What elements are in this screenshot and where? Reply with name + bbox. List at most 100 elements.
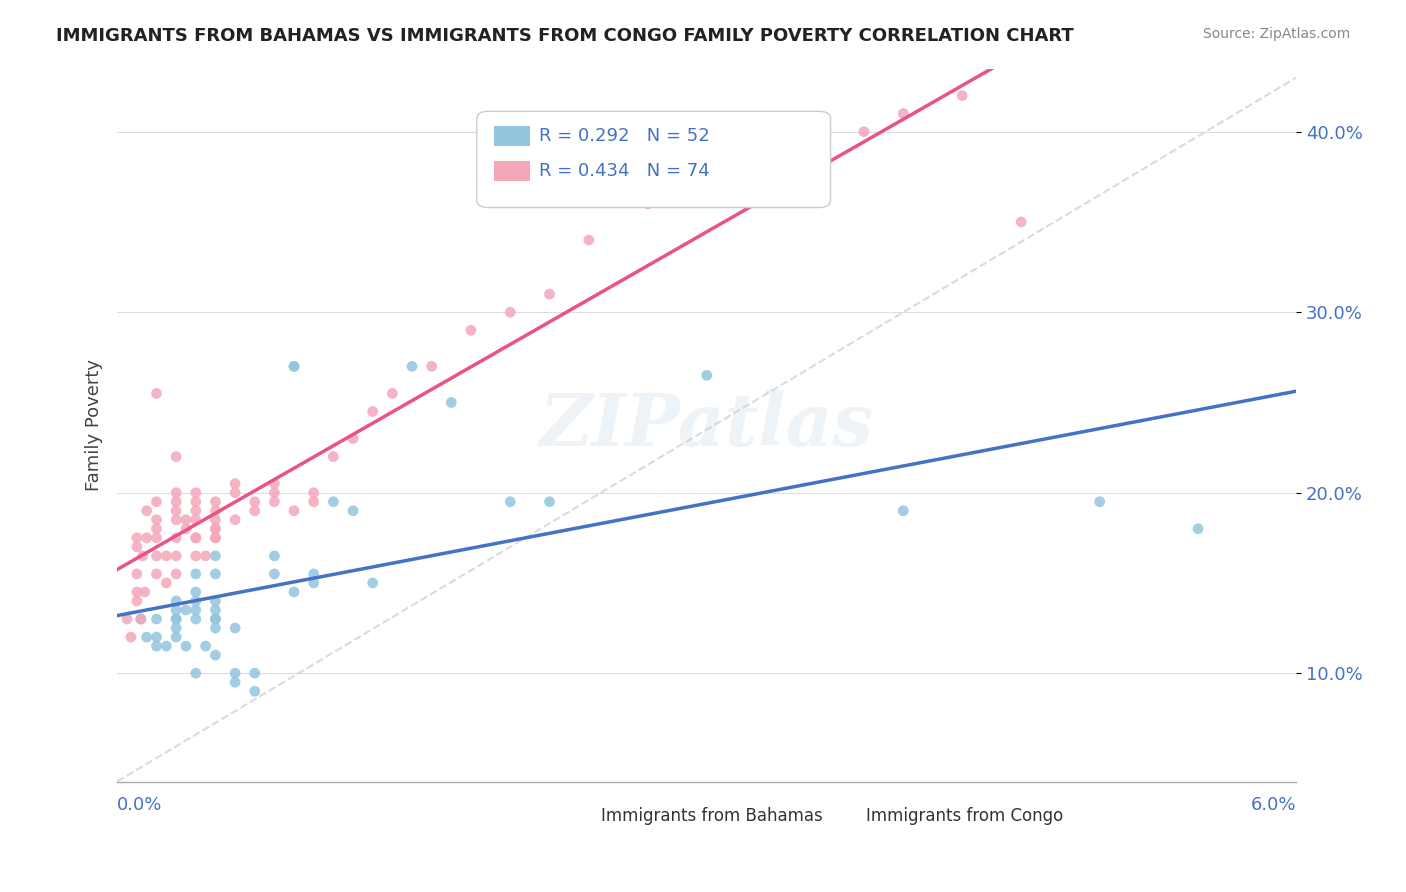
Point: [165, 485, 187, 500]
Point: [155, 576, 177, 591]
Point: [135, 504, 157, 518]
Point: [134, 585, 156, 599]
Point: [302, 576, 325, 591]
Point: [184, 585, 207, 599]
Point: [302, 485, 325, 500]
Point: [263, 494, 285, 508]
Point: [165, 566, 187, 581]
Point: [165, 594, 187, 608]
Point: [165, 603, 187, 617]
Point: [165, 621, 187, 635]
Point: [165, 612, 187, 626]
Point: [145, 494, 167, 508]
Point: [322, 494, 344, 508]
Point: [891, 504, 914, 518]
Point: [263, 549, 285, 563]
Text: 0.0%: 0.0%: [117, 796, 163, 814]
Point: [538, 494, 561, 508]
Point: [145, 630, 167, 644]
Point: [263, 476, 285, 491]
Point: [283, 585, 305, 599]
Point: [184, 531, 207, 545]
Point: [145, 386, 167, 401]
Point: [224, 621, 246, 635]
Point: [224, 675, 246, 690]
Point: [194, 639, 217, 653]
Point: [499, 305, 522, 319]
Point: [184, 612, 207, 626]
Text: 6.0%: 6.0%: [1251, 796, 1296, 814]
Point: [204, 531, 226, 545]
Point: [184, 504, 207, 518]
Point: [224, 476, 246, 491]
Point: [165, 630, 187, 644]
Point: [184, 531, 207, 545]
Point: [1010, 215, 1032, 229]
Point: [735, 161, 758, 175]
Point: [184, 485, 207, 500]
Point: [165, 531, 187, 545]
Point: [243, 666, 266, 681]
Point: [224, 513, 246, 527]
Point: [165, 504, 187, 518]
Point: [125, 531, 148, 545]
Point: [125, 585, 148, 599]
Point: [145, 612, 167, 626]
Point: [120, 630, 142, 644]
Point: [165, 513, 187, 527]
Point: [637, 197, 659, 211]
Point: [174, 522, 197, 536]
Point: [243, 494, 266, 508]
Point: [302, 494, 325, 508]
Point: [263, 485, 285, 500]
Point: [499, 494, 522, 508]
Point: [125, 540, 148, 554]
Point: [401, 359, 423, 374]
Text: Source: ZipAtlas.com: Source: ZipAtlas.com: [1202, 27, 1350, 41]
Point: [440, 395, 463, 409]
Point: [155, 549, 177, 563]
Point: [184, 603, 207, 617]
Point: [165, 494, 187, 508]
Point: [224, 485, 246, 500]
Point: [184, 594, 207, 608]
Point: [342, 432, 364, 446]
Point: [184, 549, 207, 563]
Point: [243, 684, 266, 698]
Bar: [495, 161, 530, 181]
Point: [165, 612, 187, 626]
Point: [852, 125, 875, 139]
Text: R = 0.434   N = 74: R = 0.434 N = 74: [540, 162, 710, 180]
Point: [322, 450, 344, 464]
Point: [283, 504, 305, 518]
Point: [145, 566, 167, 581]
Point: [115, 612, 138, 626]
Point: [794, 143, 817, 157]
Point: [361, 576, 384, 591]
Point: [135, 630, 157, 644]
Point: [125, 594, 148, 608]
Point: [420, 359, 443, 374]
Bar: [565, 809, 595, 824]
Point: [204, 531, 226, 545]
Bar: [495, 126, 530, 145]
Point: [204, 612, 226, 626]
Point: [145, 639, 167, 653]
Point: [184, 513, 207, 527]
Point: [950, 88, 973, 103]
Point: [204, 522, 226, 536]
Point: [204, 504, 226, 518]
Point: [891, 106, 914, 120]
Point: [194, 549, 217, 563]
FancyBboxPatch shape: [477, 112, 831, 208]
Point: [224, 666, 246, 681]
Point: [204, 513, 226, 527]
Point: [204, 566, 226, 581]
Text: Immigrants from Congo: Immigrants from Congo: [866, 806, 1063, 825]
Point: [145, 531, 167, 545]
Bar: [825, 809, 853, 824]
Point: [538, 287, 561, 301]
Point: [174, 639, 197, 653]
Point: [184, 666, 207, 681]
Point: [460, 323, 482, 337]
